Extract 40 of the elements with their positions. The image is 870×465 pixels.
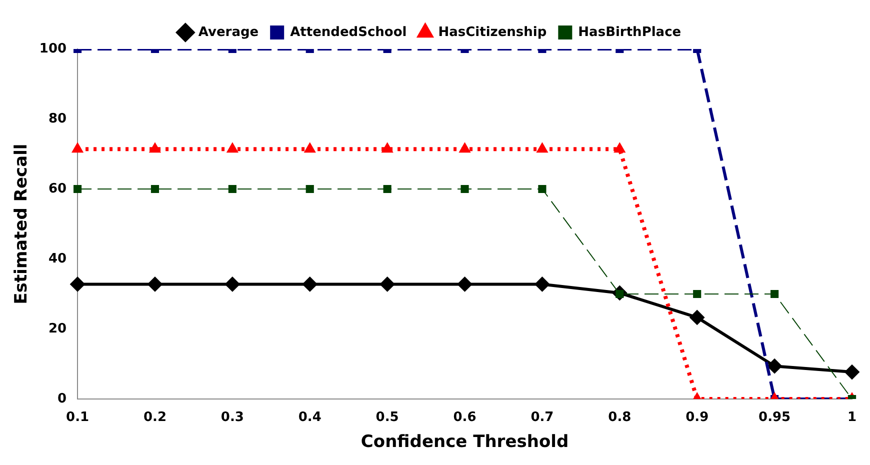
point — [770, 290, 779, 298]
y-tick-label: 40 — [48, 251, 67, 266]
point — [538, 184, 546, 194]
point — [147, 276, 162, 292]
point — [690, 310, 705, 325]
x-tick-label: 0.7 — [530, 410, 554, 426]
x-axis-title: Confidence Threshold — [360, 432, 569, 452]
x-tick-label: 0.5 — [376, 410, 399, 426]
point — [70, 276, 86, 292]
y-tick-label: 20 — [48, 321, 67, 336]
legend-label: HasBirthPlace — [578, 24, 682, 40]
x-tick-label: 0.6 — [453, 410, 476, 426]
point — [150, 184, 160, 194]
x-tick-label: 0.95 — [758, 410, 791, 426]
point — [693, 290, 702, 298]
y-tick-label: 100 — [39, 41, 67, 56]
x-tick-label: 0.1 — [66, 410, 90, 426]
y-tick-label: 80 — [48, 111, 67, 126]
point — [74, 184, 82, 194]
point — [383, 184, 392, 194]
point — [534, 276, 550, 292]
y-axis-title: Estimated Recall — [12, 144, 32, 304]
legend-label: Average — [198, 24, 259, 40]
y-tick-label: 60 — [48, 181, 67, 196]
x-tick-label: 0.2 — [143, 410, 166, 426]
point — [457, 276, 472, 292]
y-tick-label: 0 — [57, 391, 67, 406]
point — [460, 184, 469, 194]
x-tick-label: 0.8 — [608, 410, 632, 426]
x-tick-label: 0.4 — [298, 410, 322, 426]
x-tick-label: 0.3 — [220, 410, 244, 426]
legend-label: HasCitizenship — [438, 24, 547, 40]
x-tick-label: 0.9 — [686, 410, 709, 426]
legend-label: AttendedSchool — [290, 24, 407, 40]
point — [228, 184, 236, 194]
point — [224, 276, 240, 292]
x-tick-label: 1 — [847, 410, 857, 426]
point — [380, 276, 395, 292]
point — [302, 276, 318, 292]
point — [306, 184, 314, 194]
